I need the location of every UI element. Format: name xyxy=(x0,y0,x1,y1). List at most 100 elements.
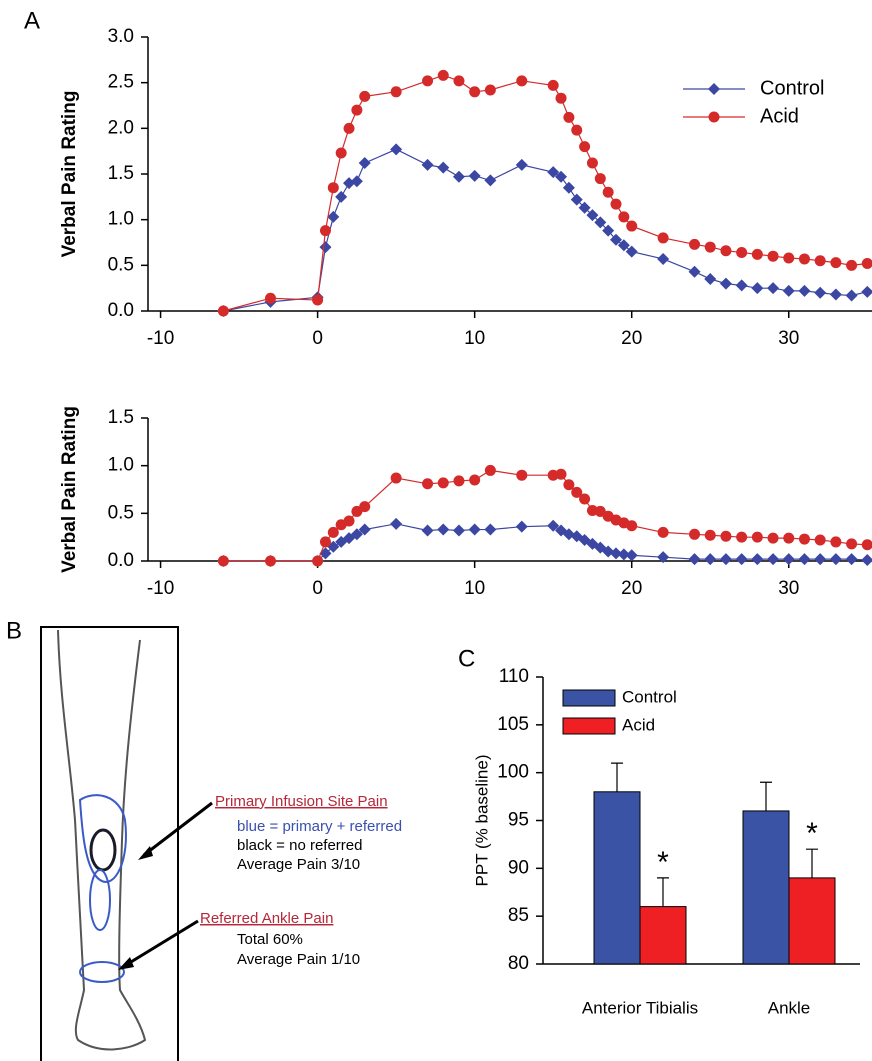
annotation-title: Referred Ankle Pain xyxy=(200,910,333,927)
y-tick-label: 3.0 xyxy=(108,26,134,47)
y-tick-label: 0.5 xyxy=(108,502,134,523)
annotation-line: Average Pain 1/10 xyxy=(237,951,360,968)
marker xyxy=(343,515,355,527)
error-bar xyxy=(657,877,669,907)
arrowhead xyxy=(118,957,134,970)
x-tick-label: 10 xyxy=(464,328,485,349)
marker xyxy=(437,69,449,81)
marker xyxy=(264,292,276,304)
marker xyxy=(422,75,434,87)
significance-label: * xyxy=(657,846,669,879)
error-bar xyxy=(806,848,818,878)
panel-label: C xyxy=(458,645,475,672)
marker xyxy=(814,255,826,267)
marker xyxy=(719,277,732,290)
marker xyxy=(390,86,402,98)
legend-swatch xyxy=(562,689,616,707)
marker xyxy=(689,238,701,250)
bar xyxy=(788,877,836,965)
marker xyxy=(343,122,355,134)
marker xyxy=(484,174,497,187)
marker xyxy=(626,520,638,532)
x-tick-label: -10 xyxy=(147,578,174,599)
marker xyxy=(829,288,842,301)
marker xyxy=(830,536,842,548)
y-axis-title: PPT (% baseline) xyxy=(472,755,491,887)
marker xyxy=(555,170,568,183)
x-tick-label: 0 xyxy=(312,328,323,349)
marker xyxy=(422,478,434,490)
marker xyxy=(469,86,481,98)
legend-label: Acid xyxy=(622,715,655,734)
y-tick-label: 0.0 xyxy=(108,300,134,321)
marker xyxy=(618,211,630,223)
frame xyxy=(40,626,179,1061)
y-tick-label: 1.0 xyxy=(108,209,134,230)
marker xyxy=(570,193,583,206)
marker xyxy=(798,284,811,297)
marker xyxy=(516,469,528,481)
marker xyxy=(704,553,717,566)
legend-label: Control xyxy=(760,77,824,99)
marker xyxy=(602,186,614,198)
marker xyxy=(798,553,811,566)
pain-area xyxy=(89,869,111,931)
x-tick-label: 30 xyxy=(778,328,799,349)
x-tick-label: 20 xyxy=(621,578,642,599)
marker xyxy=(767,553,780,566)
annotation-line: blue = primary + referred xyxy=(237,818,402,835)
marker xyxy=(814,534,826,546)
marker xyxy=(657,232,669,244)
y-axis-title: Verbal Pain Rating xyxy=(59,91,80,258)
marker xyxy=(335,190,348,203)
marker xyxy=(358,157,371,170)
marker xyxy=(579,141,591,153)
marker xyxy=(515,520,528,533)
annotation-line: Average Pain 3/10 xyxy=(237,856,360,873)
y-tick-label: 0.5 xyxy=(108,254,134,275)
pain-area xyxy=(79,961,125,983)
marker xyxy=(617,239,630,252)
marker xyxy=(657,526,669,538)
marker xyxy=(563,479,575,491)
x-tick-label: -10 xyxy=(147,328,174,349)
marker xyxy=(846,538,858,550)
marker xyxy=(484,84,496,96)
marker xyxy=(861,285,872,298)
marker xyxy=(421,158,434,171)
arrow xyxy=(143,801,213,857)
legend-marker xyxy=(708,111,720,123)
marker xyxy=(704,241,716,253)
leg-diagram: Primary Infusion Site Pain blue = primar… xyxy=(40,626,402,1061)
marker xyxy=(358,523,371,536)
x-tick-label: 30 xyxy=(778,578,799,599)
marker xyxy=(704,273,717,286)
y-tick-label: 1.5 xyxy=(108,163,134,184)
marker xyxy=(782,553,795,566)
marker xyxy=(736,531,748,543)
bar xyxy=(742,810,790,965)
marker xyxy=(735,553,748,566)
marker xyxy=(319,225,331,237)
marker xyxy=(751,282,764,295)
marker xyxy=(469,474,481,486)
marker xyxy=(359,90,371,102)
marker xyxy=(359,501,371,513)
marker xyxy=(217,305,229,317)
marker xyxy=(390,517,403,530)
marker xyxy=(845,289,858,302)
marker xyxy=(390,472,402,484)
marker xyxy=(586,209,599,222)
y-tick-label: 95 xyxy=(508,810,529,831)
marker xyxy=(468,523,481,536)
arrow xyxy=(125,919,199,967)
marker xyxy=(719,553,732,566)
marker xyxy=(767,532,779,544)
marker xyxy=(468,169,481,182)
marker xyxy=(688,265,701,278)
marker xyxy=(610,547,623,560)
y-tick-label: 110 xyxy=(499,666,529,687)
significance-label: * xyxy=(806,817,818,850)
marker xyxy=(319,536,331,548)
